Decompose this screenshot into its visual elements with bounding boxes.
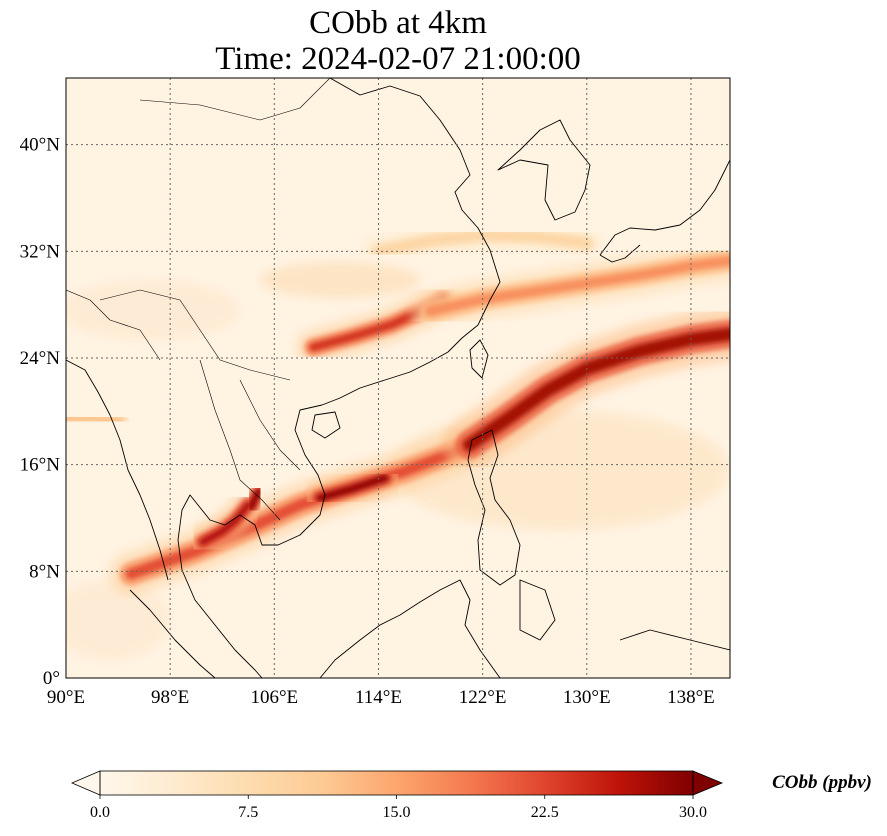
lat-tick-label: 24°N [20, 348, 61, 369]
colorbar-label: CObb (ppbv) [772, 772, 872, 793]
lon-tick-label: 90°E [47, 687, 85, 708]
lat-tick-label: 40°N [20, 135, 61, 156]
lon-tick-label: 122°E [459, 687, 507, 708]
lat-tick-label: 32°N [20, 241, 61, 262]
plume-bay-of-bengal-plume [66, 402, 134, 437]
lon-tick-label: 114°E [355, 687, 402, 708]
chart-title-line2: Time: 2024-02-07 21:00:00 [215, 41, 581, 77]
colorbar-tick-label: 22.5 [531, 804, 559, 821]
map-frame [65, 77, 731, 679]
lon-tick-label: 138°E [667, 687, 715, 708]
lon-tick-label: 106°E [250, 687, 298, 708]
colorbar: 0.0 7.5 15.0 22.5 30.0 CObb (ppbv) [70, 770, 872, 821]
lon-tick-labels: 90°E 98°E 106°E 114°E 122°E 130°E 138°E [47, 687, 715, 708]
colorbar-gradient [100, 771, 693, 795]
coastlines [66, 78, 730, 678]
plume-south-china-sea-hotspot [304, 462, 401, 514]
colorbar-ticks: 0.0 7.5 15.0 22.5 30.0 [90, 795, 707, 821]
lat-tick-label: 8°N [29, 561, 60, 582]
colorbar-tick-label: 15.0 [383, 804, 411, 821]
colorbar-extend-min [70, 770, 101, 796]
colorbar-tick-label: 30.0 [679, 804, 707, 821]
gridlines [66, 78, 730, 678]
colorbar-tick-label: 0.0 [90, 804, 110, 821]
lat-tick-label: 0° [43, 668, 60, 689]
lon-tick-label: 130°E [563, 687, 611, 708]
lat-tick-label: 16°N [20, 455, 61, 476]
chart-title-line1: CObb at 4km [309, 5, 487, 41]
colorbar-tick-label: 7.5 [238, 804, 258, 821]
lat-tick-labels: 0° 8°N 16°N 24°N 32°N 40°N [20, 135, 61, 689]
plume-cambodia-hotspot [236, 477, 273, 522]
plume-yangtze-band [362, 219, 603, 267]
lon-tick-label: 98°E [151, 687, 189, 708]
colorbar-extend-max [692, 770, 724, 796]
